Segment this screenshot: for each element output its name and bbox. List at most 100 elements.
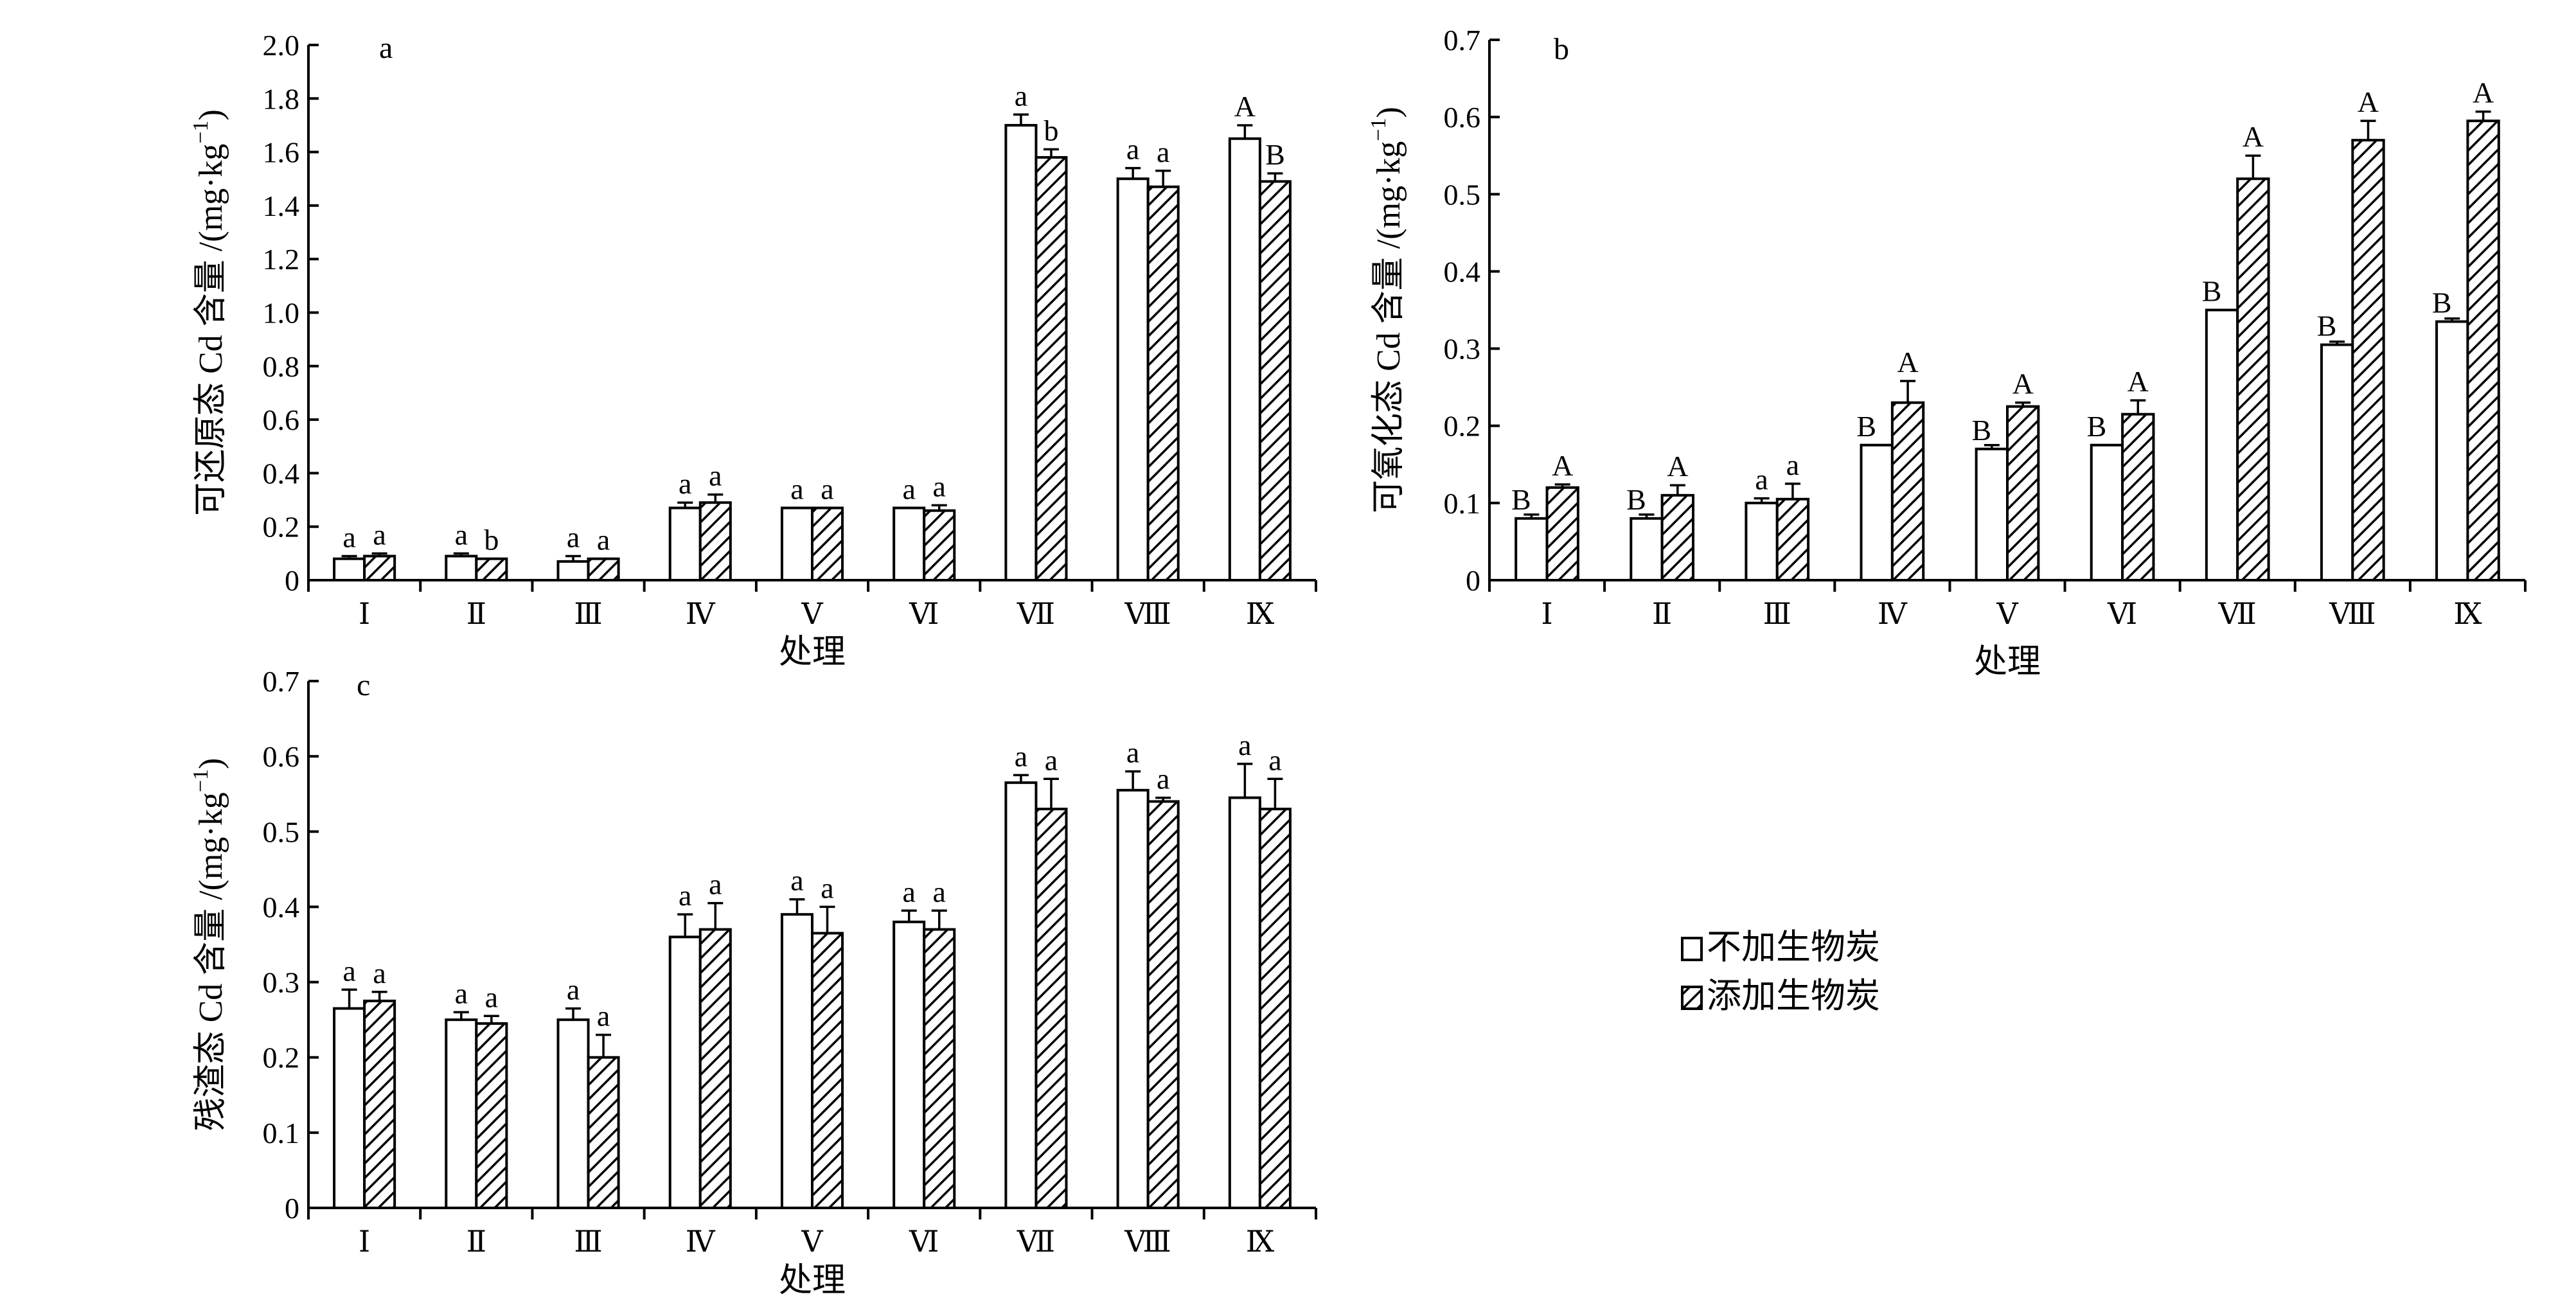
- y-tick-label: 0.4: [1444, 255, 1481, 288]
- significance-label: A: [2358, 85, 2379, 118]
- x-tick-label: Ⅶ: [1017, 1225, 1055, 1258]
- panel-letter: c: [357, 668, 370, 702]
- bar-no-biochar: [780, 913, 813, 1209]
- significance-label: a: [1786, 448, 1799, 481]
- x-axis-title: 处理: [1974, 644, 2041, 680]
- significance-label: a: [455, 518, 468, 551]
- x-tick-label: Ⅴ: [801, 598, 823, 630]
- significance-label: a: [790, 473, 803, 506]
- y-tick-label: 0.3: [263, 966, 300, 999]
- bar-no-biochar: [1515, 517, 1549, 582]
- significance-label: a: [821, 473, 833, 506]
- panel-b-chart: 0 0.1 0.2 0.3 0.4 0.5 0.6 0.7 Ⅰ Ⅱ Ⅲ Ⅳ Ⅴ Ⅵ Ⅶ Ⅷ Ⅸ B Ba B B B B B B…: [1367, 24, 2527, 680]
- y-tick-label: 0: [285, 1192, 299, 1225]
- x-tick-label: Ⅳ: [686, 1225, 716, 1258]
- bar-biochar: [1545, 486, 1579, 581]
- y-axis-title-main: 可还原态 Cd 含量 /(mg·kg: [193, 144, 229, 516]
- significance-label: a: [1126, 133, 1139, 166]
- bar-biochar: [698, 501, 732, 582]
- significance-label: B: [2202, 275, 2222, 308]
- y-tick-label: 0.6: [1444, 101, 1481, 134]
- significance-label: A: [1234, 90, 1256, 123]
- y-tick-label: 0.2: [263, 1042, 300, 1074]
- panel-letter: a: [379, 31, 393, 65]
- y-tick-label: 1.2: [263, 243, 300, 276]
- y-axis-title-main: 残渣态 Cd 含量 /(mg·kg: [193, 792, 229, 1131]
- y-tick-label: 0: [285, 564, 299, 597]
- x-tick-label: Ⅷ: [2329, 598, 2376, 630]
- bar-no-biochar: [668, 935, 702, 1210]
- bar-no-biochar: [556, 1018, 590, 1209]
- significance-label: b: [1044, 114, 1058, 146]
- y-axis-title-main: 可氧化态 Cd 含量 /(mg·kg: [1371, 141, 1407, 513]
- bar-no-biochar: [1228, 796, 1261, 1209]
- significance-label: a: [455, 977, 468, 1009]
- significance-label: a: [679, 879, 691, 912]
- x-tick-label: Ⅱ: [466, 1225, 486, 1258]
- bar-biochar: [698, 928, 732, 1209]
- bar-no-biochar: [1228, 137, 1261, 581]
- x-tick-label: Ⅸ: [1246, 598, 1275, 630]
- bar-no-biochar: [445, 554, 478, 582]
- significance-label: B: [1971, 414, 1991, 447]
- bar-no-biochar: [1975, 447, 2009, 581]
- y-tick-label: 0.8: [263, 350, 300, 383]
- x-tick-label: Ⅴ: [801, 1225, 823, 1258]
- significance-label: a: [933, 470, 946, 502]
- bar-biochar: [811, 932, 844, 1210]
- bar-biochar: [2466, 120, 2500, 581]
- bar-biochar: [2236, 177, 2270, 581]
- x-tick-label: Ⅶ: [2218, 598, 2257, 630]
- bar-no-biochar: [445, 1018, 478, 1209]
- bar-biochar: [2351, 139, 2385, 581]
- bar-biochar: [1258, 808, 1292, 1209]
- x-tick-label: Ⅵ: [909, 598, 939, 630]
- significance-label: A: [1897, 346, 1918, 378]
- y-axis-title: 可氧化态 Cd 含量 /(mg·kg−1): [1367, 107, 1407, 513]
- bar-biochar: [587, 557, 620, 581]
- significance-label: a: [709, 459, 722, 492]
- bar-biochar: [587, 1056, 620, 1209]
- x-tick-label: Ⅵ: [909, 1225, 939, 1258]
- y-tick-label: 1.6: [263, 136, 300, 169]
- significance-label: a: [567, 973, 580, 1006]
- bar-biochar: [923, 928, 956, 1209]
- significance-label: a: [709, 868, 722, 901]
- bar-biochar: [1660, 493, 1695, 581]
- significance-label: a: [1755, 463, 1768, 496]
- bar-biochar: [1146, 800, 1180, 1209]
- legend-swatch-plain: [1681, 937, 1703, 961]
- significance-label: a: [1157, 763, 1169, 795]
- legend: 不加生物炭 添加生物炭: [1681, 926, 1880, 1016]
- y-tick-label: 0.3: [1444, 333, 1481, 366]
- significance-label: A: [2127, 365, 2149, 398]
- bar-biochar: [1035, 808, 1068, 1209]
- x-tick-label: Ⅱ: [1652, 598, 1672, 630]
- bar-no-biochar: [780, 506, 813, 581]
- significance-label: B: [1856, 410, 1876, 443]
- x-tick-label: Ⅴ: [1996, 598, 2018, 630]
- y-axis-title-tail: ): [193, 109, 229, 120]
- bar-no-biochar: [1860, 443, 1894, 581]
- significance-label: a: [1268, 743, 1281, 776]
- y-tick-label: 1.4: [263, 190, 300, 222]
- y-tick-label: 2.0: [263, 29, 300, 62]
- bar-biochar: [811, 506, 844, 581]
- significance-label: a: [342, 521, 355, 554]
- x-tick-label: Ⅰ: [1541, 598, 1552, 630]
- significance-label: a: [597, 524, 610, 556]
- significance-label: a: [821, 871, 833, 904]
- bar-no-biochar: [893, 506, 926, 581]
- x-tick-label: Ⅲ: [574, 1225, 602, 1258]
- significance-label: b: [484, 524, 499, 556]
- significance-label: A: [2243, 120, 2264, 153]
- significance-label: a: [902, 875, 915, 908]
- y-axis-title-sup: −1: [1367, 118, 1390, 141]
- y-tick-label: 0.5: [263, 815, 300, 848]
- x-tick-label: Ⅰ: [359, 1225, 370, 1258]
- significance-label: A: [2473, 76, 2494, 109]
- y-tick-label: 0.1: [263, 1117, 300, 1149]
- x-tick-label: Ⅲ: [574, 598, 602, 630]
